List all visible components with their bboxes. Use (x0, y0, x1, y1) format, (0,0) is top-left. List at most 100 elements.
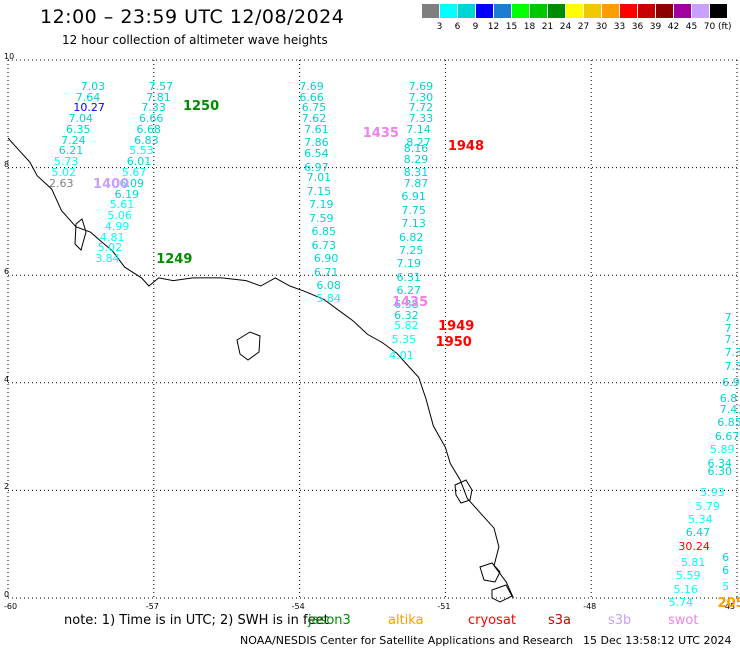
legend-swatch (656, 4, 673, 18)
swh-value: 7.25 (398, 243, 424, 257)
swh-value: 7.61 (304, 122, 329, 136)
swh-value: 5 (722, 580, 730, 594)
lat-tick-label: 0 (4, 590, 10, 599)
lat-tick-label: 10 (4, 52, 15, 61)
legend-label: 12 (487, 22, 500, 32)
legend-swatch (530, 4, 547, 18)
swh-value: 6.19 (114, 187, 140, 201)
swh-value: 5.93 (700, 486, 725, 500)
legend-label: 27 (577, 22, 590, 32)
satellite-jason3: jason3 (308, 613, 351, 628)
marajo-island (454, 479, 473, 504)
swh-value: 8.29 (403, 152, 429, 166)
legend-label: 15 (505, 22, 518, 32)
swh-value: 4.99 (104, 219, 130, 233)
swh-value: 7.64 (75, 90, 101, 104)
pass-time-label: 1249 (156, 252, 193, 268)
swh-value: 5.16 (673, 582, 699, 596)
swh-value: 6.85 (717, 416, 740, 430)
swh-value: 7.03 (80, 79, 106, 93)
swh-value: 6.83 (134, 133, 159, 147)
satellite-cryosat: cryosat (468, 613, 516, 628)
swh-value: 6.85 (311, 225, 336, 239)
swh-value: 6 (722, 550, 730, 564)
pass-time-label: 1400 (93, 176, 130, 192)
legend-swatch (440, 4, 457, 18)
swh-value: 7.01 (306, 171, 332, 185)
legend-swatch (638, 4, 655, 18)
swh-value: 7.24 (61, 133, 86, 147)
swh-value: 6.21 (58, 144, 84, 158)
legend-label: 39 (649, 22, 662, 32)
swh-value: 6.71 (313, 265, 339, 279)
satellite-altika: altika (388, 613, 424, 628)
swh-value: 5.06 (107, 209, 132, 223)
swh-value: 6.01 (126, 155, 152, 169)
swh-value: 6.82 (398, 230, 424, 244)
trinidad-island (236, 331, 261, 361)
swh-value: 7.69 (299, 79, 324, 93)
pass-time-label: 1250 (182, 98, 220, 114)
swh-value: 6.38 (394, 297, 419, 311)
swh-value: 6.08 (316, 278, 341, 292)
legend-label: 24 (559, 22, 572, 32)
swh-value: 6.30 (707, 464, 733, 478)
swh-value: 6.67 (714, 429, 740, 443)
swh-value: 7.69 (408, 79, 434, 93)
swh-value: 7.19 (309, 198, 334, 212)
legend-swatch (674, 4, 691, 18)
footer-note: note: 1) Time is in UTC; 2) SWH is in fe… (64, 613, 329, 628)
swh-value: 7.62 (301, 112, 327, 126)
swh-value: 5.73 (53, 155, 79, 169)
swh-value: 30.24 (678, 539, 710, 553)
legend-label: 70 (703, 22, 716, 32)
swh-value: 6.54 (304, 147, 329, 161)
swh-value: 3.84 (95, 252, 120, 266)
generated-timestamp: 15 Dec 13:58:12 UTC 2024 (583, 634, 732, 647)
pass-time-label: 1950 (435, 335, 472, 351)
legend-label: 42 (667, 22, 680, 32)
legend-swatch (620, 4, 637, 18)
swh-value: 6.32 (394, 308, 419, 322)
legend-swatch (476, 4, 493, 18)
swh-value: 5.35 (391, 332, 417, 346)
swh-value: 5.84 (316, 292, 341, 306)
swh-value: 5.67 (121, 165, 147, 179)
credit-line: NOAA/NESDIS Center for Satellite Applica… (240, 634, 574, 647)
swh-value: 8.27 (406, 136, 431, 150)
legend-label: 36 (631, 22, 644, 32)
legend-swatch (548, 4, 565, 18)
swh-value: 6.90 (313, 252, 339, 266)
legend-swatch (494, 4, 511, 18)
legend-swatch (422, 4, 439, 18)
swh-value: 5.59 (675, 569, 701, 583)
swh-value: 5.79 (695, 499, 720, 513)
swh-value: 7.75 (401, 203, 426, 217)
lat-tick-label: 8 (4, 159, 10, 169)
swh-value: 5.89 (709, 443, 735, 457)
legend-label: 45 (685, 22, 698, 32)
lon-tick-label: -57 (145, 602, 159, 611)
swh-value: 8.16 (403, 141, 429, 155)
lon-tick-label: -45 (722, 602, 736, 611)
swh-value: 6 (722, 564, 730, 578)
swh-value: 6.27 (396, 284, 422, 298)
swh-value: 5.61 (109, 198, 135, 212)
swh-value: 6.35 (66, 122, 91, 136)
legend-swatch (710, 4, 727, 18)
satellite-swot: swot (668, 613, 699, 628)
swh-value: 5.74 (668, 596, 694, 610)
lat-tick-label: 2 (4, 482, 10, 492)
swh-value: 5.02 (51, 165, 76, 179)
swh-value: 6.66 (138, 112, 164, 126)
swh-value: 7.13 (401, 217, 426, 231)
mexiana-island (479, 562, 501, 583)
swh-value: 7.86 (304, 136, 329, 150)
lon-tick-label: -54 (291, 602, 305, 611)
swh-value: 6.31 (396, 270, 422, 284)
swh-value: 7.3 (724, 359, 740, 373)
legend-label: 18 (523, 22, 536, 32)
swh-value: 7. (724, 332, 736, 346)
swh-value: 7.87 (403, 176, 429, 190)
pass-time-label: 1435 (362, 125, 399, 141)
